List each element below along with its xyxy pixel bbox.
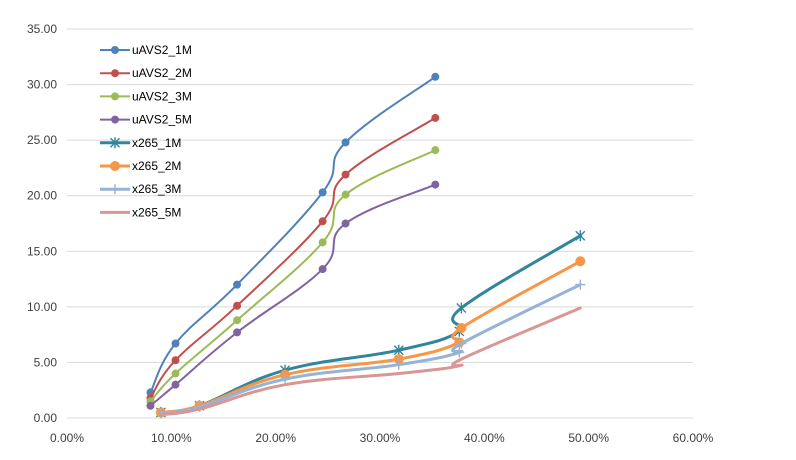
legend-marker	[111, 69, 119, 78]
legend-item: x265_3M	[100, 182, 181, 196]
series-x265_5M	[159, 306, 582, 417]
legend-item: uAVS2_3M	[100, 89, 192, 103]
data-point	[341, 190, 350, 199]
legend-item: x265_5M	[100, 205, 181, 219]
x-axis: 0.00% 10.00% 20.00% 30.00% 40.00% 50.00% 60.00…	[50, 431, 714, 445]
y-tick-label: 30.00	[27, 78, 57, 92]
series-x265_1M	[155, 230, 586, 418]
legend-label: x265_1M	[132, 136, 181, 150]
data-point	[171, 369, 180, 378]
data-point	[575, 230, 586, 242]
data-point	[171, 339, 180, 348]
legend-label: uAVS2_3M	[132, 89, 192, 103]
data-point	[575, 256, 586, 267]
y-tick-label: 25.00	[27, 133, 57, 147]
series-layer	[146, 72, 586, 419]
data-point	[456, 322, 467, 333]
data-point	[431, 72, 440, 81]
legend-marker	[111, 46, 119, 54]
legend-item: uAVS2_1M	[100, 43, 192, 57]
legend-item: uAVS2_2M	[100, 66, 192, 80]
legend-label: uAVS2_2M	[132, 66, 192, 80]
legend-label: uAVS2_1M	[132, 43, 192, 57]
legend-marker	[110, 184, 120, 195]
data-point	[341, 219, 350, 228]
data-point	[146, 401, 155, 410]
series-line	[149, 75, 437, 394]
legend-item: uAVS2_5M	[100, 113, 192, 127]
series-uAVS2_5M	[146, 180, 440, 410]
legend-marker	[111, 92, 119, 101]
data-point	[318, 265, 327, 274]
grid-lines	[67, 28, 693, 419]
data-point	[341, 138, 350, 147]
data-point	[318, 188, 327, 197]
data-point	[233, 328, 242, 337]
legend-marker	[110, 161, 120, 171]
data-point	[393, 359, 404, 370]
y-tick-label: 35.00	[27, 22, 57, 36]
legend-label: x265_5M	[132, 205, 181, 219]
legend-item: x265_2M	[100, 159, 181, 173]
data-point	[393, 344, 404, 356]
y-axis: 0.00 5.00 10.00 15.00 20.00 25.00 30.00 35.00	[27, 22, 57, 425]
data-point	[575, 279, 586, 290]
legend-label: x265_2M	[132, 159, 181, 173]
series-line	[159, 306, 582, 417]
legend-marker	[110, 137, 120, 149]
data-point	[233, 280, 242, 289]
legend-label: x265_3M	[132, 182, 181, 196]
data-point	[431, 113, 440, 122]
legend-marker	[111, 115, 119, 124]
y-tick-label: 15.00	[27, 244, 57, 258]
x-tick-label: 50.00%	[568, 431, 609, 445]
data-point	[431, 146, 440, 155]
series-line	[149, 116, 437, 399]
data-point	[233, 301, 242, 310]
x-tick-label: 30.00%	[360, 431, 401, 445]
data-point	[454, 347, 465, 358]
y-tick-label: 20.00	[27, 189, 57, 203]
data-point	[280, 374, 291, 385]
series-line	[159, 234, 582, 414]
series-line	[159, 259, 582, 414]
x-tick-label: 20.00%	[255, 431, 296, 445]
series-x265_2M	[155, 256, 586, 418]
data-point	[318, 238, 327, 247]
legend-item: x265_1M	[100, 136, 181, 150]
data-point	[171, 380, 180, 389]
legend: uAVS2_1M uAVS2_2M uAVS2_3M uAVS2_5M x265_1Mx…	[100, 43, 192, 219]
legend-label: uAVS2_5M	[132, 113, 192, 127]
data-point	[171, 356, 180, 365]
series-uAVS2_3M	[146, 146, 440, 406]
series-uAVS2_2M	[146, 113, 440, 402]
x-tick-label: 0.00%	[50, 431, 84, 445]
y-tick-label: 5.00	[34, 355, 58, 369]
data-point	[431, 180, 440, 189]
series-x265_3M	[155, 279, 586, 419]
data-point	[318, 217, 327, 226]
data-point	[341, 170, 350, 179]
series-line	[149, 149, 437, 403]
data-point	[456, 302, 467, 314]
data-point	[456, 338, 467, 349]
x-tick-label: 60.00%	[673, 431, 714, 445]
data-point	[233, 316, 242, 325]
x-tick-label: 40.00%	[464, 431, 505, 445]
x-tick-label: 10.00%	[151, 431, 192, 445]
y-tick-label: 0.00	[34, 411, 58, 425]
y-tick-label: 10.00	[27, 300, 57, 314]
